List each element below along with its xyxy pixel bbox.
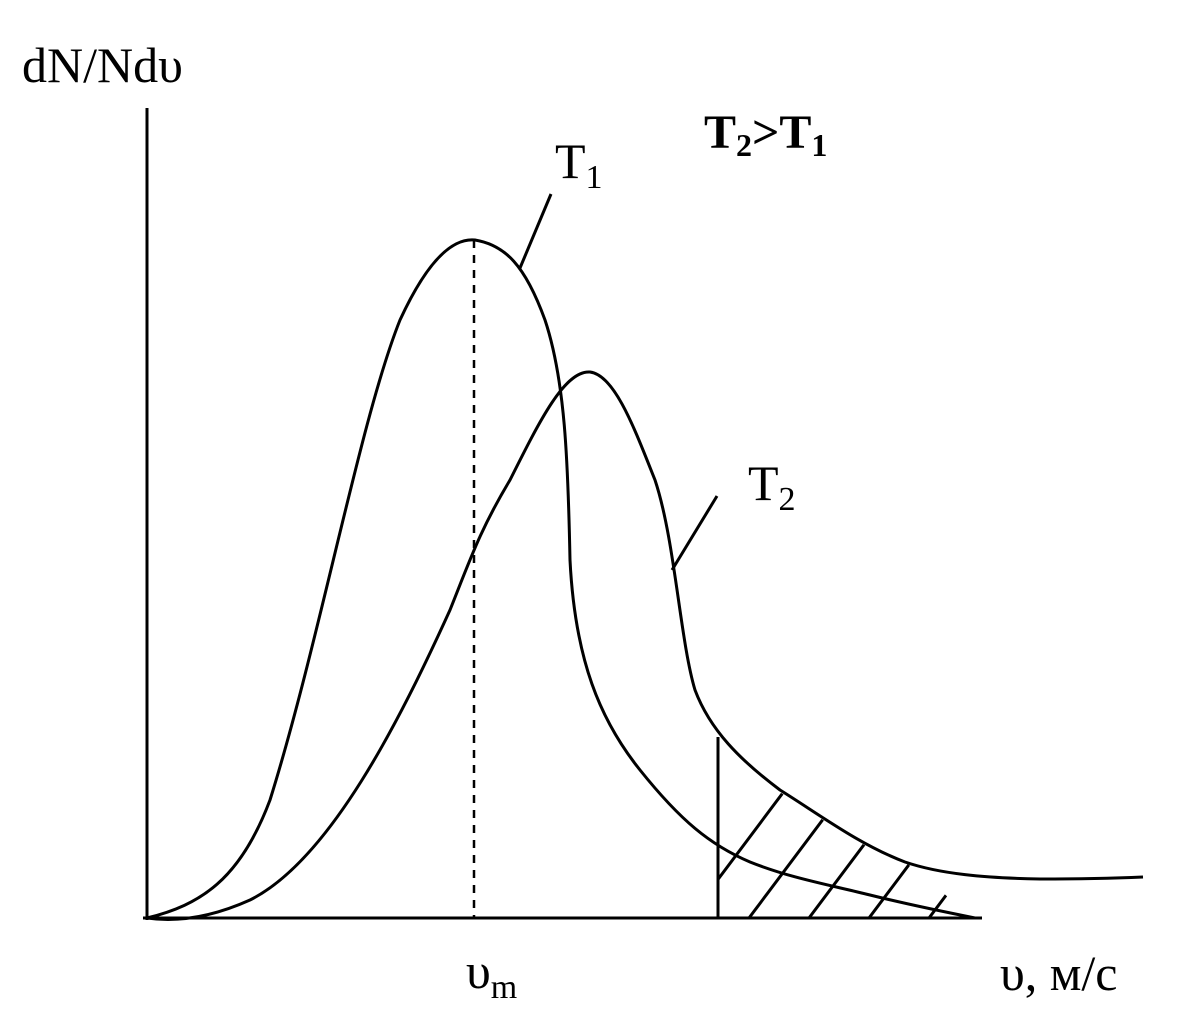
curve-t1 xyxy=(146,238,976,920)
t2-label: T2 xyxy=(748,455,796,518)
temperature-condition-label: T2>T1 xyxy=(704,106,827,163)
t2-leader-line xyxy=(670,495,719,571)
t1-leader-line xyxy=(518,193,553,269)
hatched-region xyxy=(718,737,975,918)
curve-t2 xyxy=(146,370,1144,921)
x-axis-label: υ, м/с xyxy=(1000,945,1117,1001)
vm-label: υm xyxy=(466,943,517,1006)
y-axis-label: dN/Ndυ xyxy=(22,37,183,93)
t1-label: T1 xyxy=(555,133,603,196)
